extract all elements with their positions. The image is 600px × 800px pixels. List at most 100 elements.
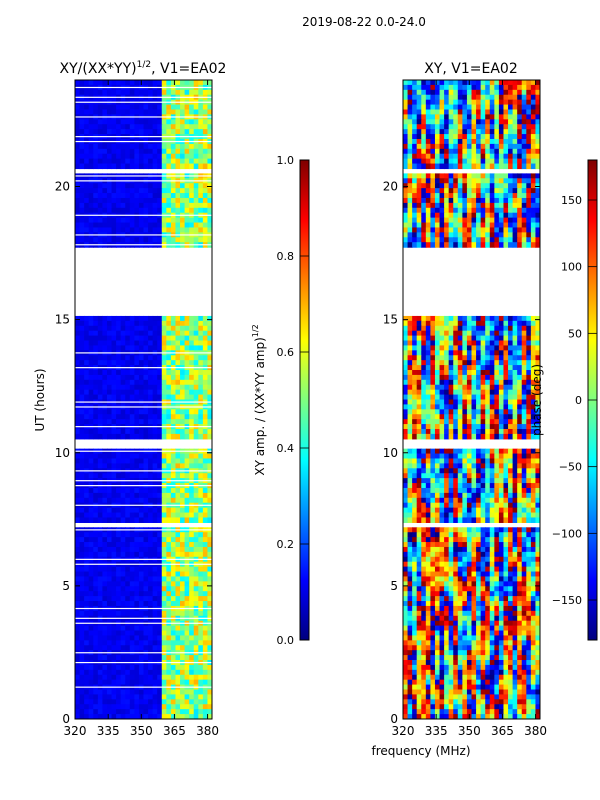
heatmap-cell [480, 350, 486, 356]
heatmap-cell [125, 576, 131, 582]
heatmap-cell [148, 193, 154, 199]
heatmap-cell [143, 694, 149, 700]
heatmap-cell [102, 394, 108, 401]
heatmap-cell [143, 512, 149, 519]
heatmap-cell [180, 669, 186, 676]
heatmap-cell [180, 630, 186, 637]
heatmap-cell [412, 217, 418, 224]
heatmap-cell [116, 207, 122, 214]
heatmap-cell [184, 704, 190, 710]
heatmap-cell [494, 374, 500, 381]
heatmap-cell [134, 679, 140, 686]
heatmap-cell [170, 419, 177, 425]
heatmap-cell [471, 360, 477, 366]
heatmap-cell [152, 669, 158, 676]
heatmap-cell [444, 163, 450, 170]
heatmap-cell [170, 104, 177, 111]
heatmap-cell [462, 360, 468, 366]
heatmap-cell [457, 212, 463, 219]
heatmap-cell [102, 537, 108, 543]
heatmap-cell [439, 124, 445, 130]
heatmap-cell [412, 104, 418, 111]
heatmap-cell [79, 645, 85, 651]
heatmap-cell [88, 596, 94, 602]
heatmap-cell [157, 473, 163, 479]
heatmap-cell [530, 374, 537, 381]
heatmap-cell [202, 655, 209, 661]
heatmap-cell [175, 158, 181, 165]
heatmap-cell [425, 109, 431, 116]
heatmap-cell [453, 134, 459, 140]
heatmap-cell [412, 94, 418, 101]
heatmap-cell [116, 379, 122, 386]
heatmap-cell [102, 473, 108, 479]
heatmap-cell [79, 507, 85, 514]
heatmap-cell [466, 207, 473, 214]
heatmap-cell [106, 148, 113, 155]
heatmap-cell [125, 394, 131, 401]
heatmap-cell [457, 89, 463, 96]
heatmap-cell [152, 119, 158, 125]
heatmap-cell [521, 379, 527, 386]
heatmap-cell [157, 89, 163, 96]
heatmap-cell [175, 384, 181, 391]
heatmap-cell [129, 453, 135, 460]
heatmap-cell [434, 124, 441, 130]
heatmap-cell [93, 374, 99, 381]
heatmap-cell [175, 320, 181, 327]
heatmap-cell [75, 217, 81, 224]
heatmap-cell [503, 158, 509, 165]
heatmap-cell [129, 345, 135, 351]
heatmap-cell [97, 625, 103, 632]
heatmap-cell [120, 345, 126, 351]
heatmap-cell [517, 84, 523, 91]
heatmap-cell [175, 237, 181, 243]
heatmap-cell [202, 473, 209, 479]
heatmap-cell [148, 601, 154, 607]
heatmap-cell [193, 473, 199, 479]
heatmap-cell [412, 129, 418, 135]
heatmap-cell [93, 409, 99, 415]
heatmap-cell [93, 551, 99, 558]
heatmap-cell [111, 394, 117, 401]
heatmap-cell [425, 340, 431, 347]
heatmap-cell [403, 143, 409, 150]
heatmap-cell [75, 546, 81, 553]
heatmap-cell [444, 222, 450, 229]
heatmap-cell [503, 148, 509, 155]
heatmap-cell [106, 163, 113, 170]
heatmap-cell [88, 143, 94, 150]
heatmap-cell [129, 635, 135, 641]
heatmap-cell [180, 428, 186, 435]
left-cb-label-main: XY amp. / (XX*YY amp) [253, 337, 267, 475]
heatmap-cell [157, 532, 163, 538]
heatmap-cell [120, 689, 126, 696]
heatmap-cell [462, 193, 468, 199]
heatmap-cell [489, 212, 495, 219]
heatmap-cell [184, 586, 190, 592]
heatmap-cell [134, 453, 140, 460]
heatmap-cell [97, 237, 103, 243]
heatmap-cell [116, 197, 122, 204]
heatmap-cell [535, 114, 540, 120]
heatmap-cell [439, 370, 445, 376]
heatmap-cell [466, 355, 473, 361]
heatmap-cell [193, 625, 199, 632]
heatmap-cell [444, 134, 450, 140]
heatmap-cell [116, 586, 122, 592]
heatmap-cell [512, 163, 518, 170]
heatmap-cell [457, 163, 463, 170]
heatmap-cell [448, 330, 454, 337]
heatmap-cell [180, 487, 186, 494]
heatmap-cell [129, 320, 135, 327]
left-colorbar-ticks: 0.00.20.40.60.81.0 [277, 154, 309, 647]
heatmap-cell [466, 153, 473, 160]
heatmap-cell [175, 414, 181, 420]
heatmap-cell [453, 143, 459, 150]
heatmap-cell [102, 610, 108, 617]
heatmap-cell [425, 197, 431, 204]
heatmap-cell [480, 389, 486, 396]
heatmap-cell [129, 699, 135, 705]
heatmap-cell [434, 374, 441, 381]
heatmap-cell [508, 158, 514, 165]
